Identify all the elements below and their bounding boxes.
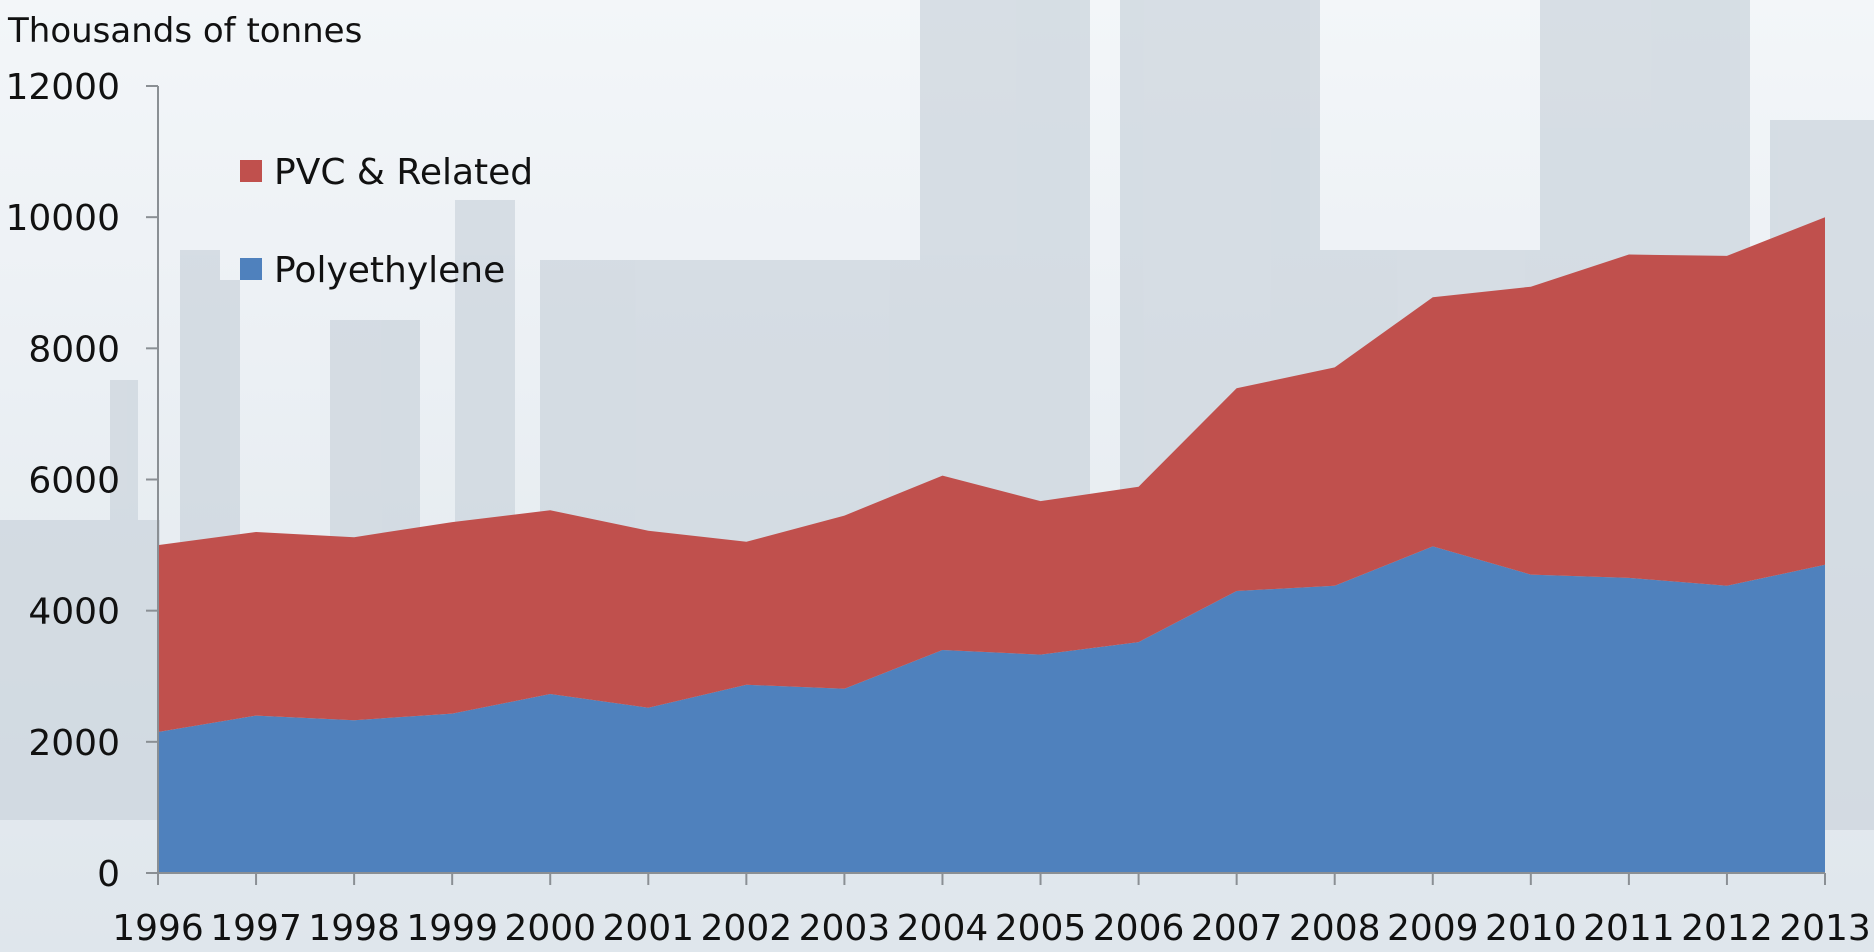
y-axis-title: Thousands of tonnes	[7, 11, 362, 51]
x-tick-label: 2012	[1681, 908, 1773, 949]
y-tick-label: 6000	[28, 461, 120, 502]
x-tick-label: 2003	[799, 908, 891, 949]
x-tick-label: 2004	[897, 908, 989, 949]
x-tick-label: 1998	[308, 908, 400, 949]
y-tick-label: 10000	[5, 198, 120, 239]
x-tick-label: 1996	[112, 908, 204, 949]
x-tick-label: 2001	[602, 908, 694, 949]
y-tick-label: 2000	[28, 723, 120, 764]
plot-area: 0 2000 4000 6000 8000 10000 12000 1996 1997 1998 1…	[5, 11, 1870, 949]
x-tick-label: 2008	[1289, 908, 1381, 949]
legend-swatch	[240, 160, 262, 182]
x-tick-label: 2011	[1583, 908, 1675, 949]
y-tick-label: 8000	[28, 329, 120, 370]
x-tick-label: 2010	[1485, 908, 1577, 949]
x-tick-label: 1997	[210, 908, 302, 949]
y-tick-label: 0	[97, 854, 120, 895]
x-tick-label: 2002	[701, 908, 793, 949]
legend-swatch	[240, 258, 262, 280]
x-tick-label: 2006	[1093, 908, 1185, 949]
x-tick-label: 2000	[504, 908, 596, 949]
legend-label: Polyethylene	[274, 250, 505, 291]
area-series-pvc-related	[158, 217, 1825, 732]
x-tick-label: 1999	[406, 908, 498, 949]
legend-label: PVC & Related	[274, 152, 533, 193]
y-tick-label: 12000	[5, 67, 120, 108]
x-tick-label: 2013	[1779, 908, 1871, 949]
x-tick-label: 2005	[995, 908, 1087, 949]
area-series-polyethylene	[158, 546, 1825, 873]
y-tick-label: 4000	[28, 592, 120, 633]
x-tick-label: 2007	[1191, 908, 1283, 949]
x-tick-label: 2009	[1387, 908, 1479, 949]
